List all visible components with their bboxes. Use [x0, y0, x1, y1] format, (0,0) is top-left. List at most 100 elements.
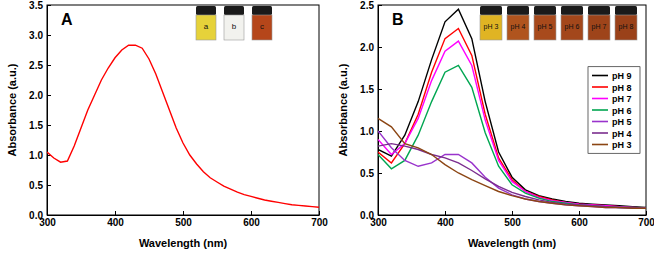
- tick-mark: [378, 5, 382, 6]
- tick: 600: [571, 211, 588, 228]
- tick-mark: [47, 95, 51, 96]
- tick-label: 2.5: [360, 0, 374, 11]
- vial-cap: [224, 6, 244, 15]
- vial-label: pH 3: [484, 23, 499, 31]
- axis-line: [378, 6, 379, 216]
- tick-label: 400: [437, 217, 454, 228]
- tick-mark: [47, 65, 51, 66]
- tick: 600: [243, 211, 260, 228]
- tick-label: 1.0: [29, 150, 43, 161]
- tick: 1.5: [29, 120, 51, 131]
- legend-swatch: [592, 121, 608, 123]
- tick-label: 0.5: [29, 180, 43, 191]
- vial: [507, 15, 529, 40]
- vial: [615, 15, 637, 40]
- plot-frame: [47, 5, 319, 215]
- tick-mark: [47, 5, 51, 6]
- vial-label: pH 7: [592, 23, 607, 31]
- tick: 1.0: [29, 150, 51, 161]
- series-line: [378, 65, 646, 208]
- panel: 3004005006007000.00.51.01.52.02.5Wavelen…: [337, 0, 654, 249]
- legend-box: [588, 67, 640, 154]
- tick: 500: [504, 211, 521, 228]
- vial-label: pH 6: [565, 23, 580, 31]
- axis-line: [47, 6, 48, 216]
- y-axis-title: Absorbance (a.u.): [337, 63, 349, 156]
- tick-mark: [319, 211, 320, 215]
- vial: [480, 15, 502, 40]
- tick-label: 2.0: [360, 42, 374, 53]
- tick-label: 0.0: [29, 210, 43, 221]
- tick: 2.5: [360, 0, 382, 11]
- vial-cap: [480, 6, 502, 15]
- x-axis-title: Wavelength (nm): [468, 237, 557, 249]
- plot-area: [378, 9, 646, 208]
- tick-label: 700: [638, 217, 654, 228]
- tick-mark: [47, 125, 51, 126]
- tick-mark: [445, 211, 446, 215]
- vial-cap: [507, 6, 529, 15]
- axis-line: [48, 215, 320, 216]
- tick: 0.5: [29, 180, 51, 191]
- vial: [224, 15, 244, 40]
- tick-label: 3.0: [29, 30, 43, 41]
- vial-cap: [615, 6, 637, 15]
- tick-mark: [646, 211, 647, 215]
- x-axis: 300400500600700: [370, 211, 654, 228]
- legend-swatch: [592, 86, 608, 88]
- tick-mark: [251, 211, 252, 215]
- tick-label: 600: [571, 217, 588, 228]
- series-line: [378, 9, 646, 207]
- tick-label: 1.5: [360, 84, 374, 95]
- vial: [561, 15, 583, 40]
- tick-label: 1.5: [29, 120, 43, 131]
- tick-mark: [512, 211, 513, 215]
- vial-cap: [196, 6, 216, 15]
- panel-title: B: [392, 11, 404, 28]
- tick: 500: [175, 211, 192, 228]
- vial-label: pH 4: [511, 23, 526, 31]
- tick-label: 500: [175, 217, 192, 228]
- vial-label: c: [260, 22, 264, 31]
- vial: [588, 15, 610, 40]
- series-line: [378, 41, 646, 208]
- vial-label: pH 5: [538, 23, 553, 31]
- vial: [252, 15, 272, 40]
- tick: 1.5: [360, 84, 382, 95]
- tick-label: 500: [504, 217, 521, 228]
- series-line: [378, 29, 646, 209]
- panel-title: A: [61, 11, 73, 28]
- tick-label: 1.0: [360, 126, 374, 137]
- plot-area: [47, 45, 319, 207]
- x-axis: 300400500600700: [39, 211, 328, 228]
- axis-line: [379, 215, 647, 216]
- legend-label: pH 9: [612, 71, 632, 81]
- plot-frame: [378, 5, 646, 215]
- tick-label: 2.0: [29, 90, 43, 101]
- tick-mark: [378, 89, 382, 90]
- inset: a b c: [196, 6, 272, 40]
- y-axis: 0.00.51.01.52.02.53.03.5: [29, 0, 51, 221]
- vial-cap: [561, 6, 583, 15]
- tick-label: 0.5: [360, 168, 374, 179]
- legend-label: pH 6: [612, 106, 632, 116]
- legend-label: pH 8: [612, 83, 632, 93]
- legend-swatch: [592, 109, 608, 111]
- x-axis-title: Wavelength (nm): [139, 237, 228, 249]
- vial-label: b: [232, 22, 237, 31]
- tick-mark: [579, 211, 580, 215]
- legend-swatch: [592, 98, 608, 100]
- legend-label: pH 4: [612, 129, 632, 139]
- panel: 3004005006007000.00.51.01.52.02.53.03.5W…: [6, 0, 328, 249]
- tick: 400: [437, 211, 454, 228]
- tick-mark: [378, 47, 382, 48]
- tick-mark: [47, 185, 51, 186]
- vial-label: a: [204, 22, 209, 31]
- y-axis-title: Absorbance (a.u.): [6, 63, 18, 156]
- tick: 0.5: [360, 168, 382, 179]
- tick: 2.0: [29, 90, 51, 101]
- tick-mark: [378, 215, 382, 216]
- series-line: [47, 45, 319, 207]
- vial-cap: [588, 6, 610, 15]
- y-axis: 0.00.51.01.52.02.5: [360, 0, 382, 221]
